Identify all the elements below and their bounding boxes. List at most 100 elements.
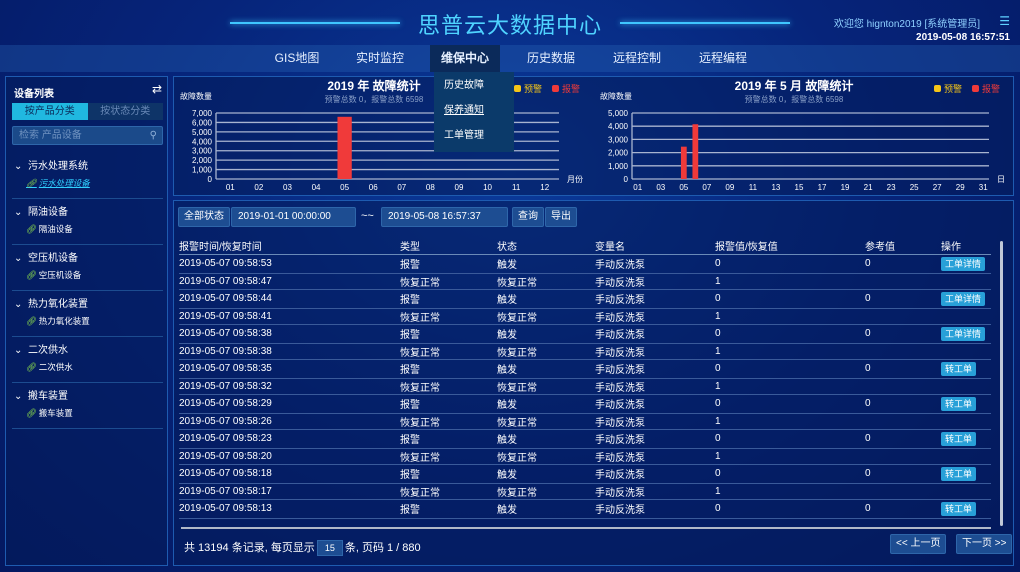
work-order-button[interactable]: 转工单	[941, 432, 977, 446]
cell-value: 1	[715, 483, 865, 500]
cell-value: 0	[715, 394, 865, 414]
cell-time: 2019-05-07 09:58:32	[179, 378, 400, 395]
tab-by-status[interactable]: 按状态分类	[87, 103, 163, 120]
menu-icon[interactable]: ☰	[999, 14, 1010, 28]
tab-by-product[interactable]: 按产品分类	[12, 103, 88, 120]
swap-icon[interactable]: ⇄	[151, 82, 162, 96]
cell-value: 1	[715, 273, 865, 290]
horizontal-scrollbar[interactable]	[181, 527, 991, 529]
nav-gis[interactable]: GIS地图	[274, 51, 320, 65]
table-scrollbar[interactable]	[1000, 241, 1003, 526]
cell-type: 恢复正常	[400, 343, 497, 360]
cell-time: 2019-05-07 09:58:35	[179, 359, 400, 379]
nav-realtime[interactable]: 实时监控	[355, 51, 404, 65]
title-decoration-right	[620, 22, 790, 24]
nav-remote-control[interactable]: 远程控制	[612, 51, 661, 65]
cell-reference: 0	[865, 429, 941, 449]
link-icon: 🔗︎	[26, 316, 37, 326]
nav-maintenance[interactable]: 维保中心	[430, 45, 500, 72]
work-order-button[interactable]: 工单详情	[941, 257, 986, 271]
menu-maintenance-notice[interactable]: 保养通知	[444, 105, 484, 116]
cell-variable: 手动反洗泵	[595, 289, 715, 309]
range-separator: ~~	[361, 210, 374, 222]
prev-page-button[interactable]: << 上一页	[890, 534, 947, 554]
tree-device-item[interactable]: 🔗︎ 空压机设备	[26, 269, 81, 281]
export-button[interactable]: 导出	[545, 207, 577, 227]
cell-value: 0	[715, 254, 865, 274]
status-filter-button[interactable]: 全部状态	[178, 207, 230, 227]
work-order-button[interactable]: 转工单	[941, 362, 977, 376]
cell-variable: 手动反洗泵	[595, 448, 715, 465]
work-order-button[interactable]: 转工单	[941, 397, 977, 411]
tree-group-label[interactable]: ⌄ 污水处理系统	[14, 157, 88, 172]
search-icon[interactable]: ⚲	[149, 130, 157, 141]
query-button[interactable]: 查询	[512, 207, 544, 227]
cell-variable: 手动反洗泵	[595, 378, 715, 395]
tree-group[interactable]: ⌄ 污水处理系统 🔗︎ 污水处理设备	[12, 153, 163, 199]
tree-group[interactable]: ⌄ 空压机设备 🔗︎ 空压机设备	[12, 245, 163, 291]
cell-variable: 手动反洗泵	[595, 308, 715, 325]
cell-type: 恢复正常	[400, 378, 497, 395]
x-tick-label: 25	[910, 183, 919, 192]
page-size-input[interactable]: 15	[316, 540, 343, 556]
tree-group-label[interactable]: ⌄ 搬车装置	[14, 387, 68, 402]
table-row: 2019-05-07 09:58:38 恢复正常 恢复正常 手动反洗泵 1	[179, 343, 991, 360]
tree-group-label[interactable]: ⌄ 二次供水	[14, 341, 68, 356]
nav-remote-program[interactable]: 远程编程	[698, 51, 747, 65]
work-order-button[interactable]: 转工单	[941, 467, 977, 481]
work-order-button[interactable]: 工单详情	[941, 292, 986, 306]
device-search-input[interactable]: 检索 产品设备 ⚲	[12, 126, 163, 145]
tree-group-label[interactable]: ⌄ 空压机设备	[14, 249, 78, 264]
menu-work-orders[interactable]: 工单管理	[444, 130, 484, 141]
cell-status: 恢复正常	[497, 413, 595, 430]
col-type: 类型	[400, 238, 497, 255]
cell-time: 2019-05-07 09:58:17	[179, 483, 400, 500]
tree-device-item[interactable]: 🔗︎ 污水处理设备	[26, 177, 90, 189]
x-tick-label: 03	[283, 183, 292, 192]
header: 思普云大数据中心 欢迎您 hignton2019 [系统管理员] ☰ 2019-…	[0, 0, 1020, 45]
cell-time: 2019-05-07 09:58:38	[179, 343, 400, 360]
link-icon: 🔗︎	[26, 408, 37, 418]
legend-alarm-label: 报警	[982, 83, 1000, 94]
cell-status: 恢复正常	[497, 273, 595, 290]
cell-value: 1	[715, 308, 865, 325]
tree-group-label[interactable]: ⌄ 热力氧化装置	[14, 295, 88, 310]
end-time-input[interactable]: 2019-05-08 16:57:37	[381, 207, 508, 227]
tree-device-item[interactable]: 🔗︎ 隔油设备	[26, 223, 73, 235]
work-order-button[interactable]: 转工单	[941, 502, 977, 516]
menu-history-faults[interactable]: 历史故障	[444, 80, 484, 91]
bar-报警	[692, 124, 699, 179]
tree-group[interactable]: ⌄ 隔油设备 🔗︎ 隔油设备	[12, 199, 163, 245]
work-order-button[interactable]: 工单详情	[941, 327, 986, 341]
tree-device-item[interactable]: 🔗︎ 搬车装置	[26, 407, 73, 419]
group-name: 隔油设备	[27, 207, 68, 218]
link-icon: 🔗︎	[26, 362, 37, 372]
cell-value: 1	[715, 378, 865, 395]
cell-time: 2019-05-07 09:58:47	[179, 273, 400, 290]
cell-reference	[865, 483, 941, 500]
y-tick-label: 3,000	[192, 147, 213, 156]
cell-time: 2019-05-07 09:58:29	[179, 394, 400, 414]
x-tick-label: 17	[818, 183, 827, 192]
nav-history[interactable]: 历史数据	[526, 51, 575, 65]
cell-reference: 0	[865, 499, 941, 519]
tree-group-label[interactable]: ⌄ 隔油设备	[14, 203, 68, 218]
cell-time: 2019-05-07 09:58:13	[179, 499, 400, 519]
tree-group[interactable]: ⌄ 热力氧化装置 🔗︎ 热力氧化装置	[12, 291, 163, 337]
next-page-button[interactable]: 下一页 >>	[956, 534, 1013, 554]
tree-group[interactable]: ⌄ 搬车装置 🔗︎ 搬车装置	[12, 383, 163, 429]
x-tick-label: 03	[656, 183, 665, 192]
cell-time: 2019-05-07 09:58:26	[179, 413, 400, 430]
tree-group[interactable]: ⌄ 二次供水 🔗︎ 二次供水	[12, 337, 163, 383]
cell-type: 恢复正常	[400, 483, 497, 500]
table-row: 2019-05-07 09:58:32 恢复正常 恢复正常 手动反洗泵 1	[179, 378, 991, 395]
cell-time: 2019-05-07 09:58:18	[179, 464, 400, 484]
cell-status: 触发	[497, 324, 595, 344]
tree-device-item[interactable]: 🔗︎ 热力氧化装置	[26, 315, 90, 327]
col-status: 状态	[497, 238, 595, 255]
start-time-input[interactable]: 2019-01-01 00:00:00	[231, 207, 356, 227]
cell-variable: 手动反洗泵	[595, 429, 715, 449]
clock: 2019-05-08 16:57:51	[916, 32, 1010, 43]
tree-device-item[interactable]: 🔗︎ 二次供水	[26, 361, 73, 373]
group-name: 空压机设备	[27, 253, 78, 264]
